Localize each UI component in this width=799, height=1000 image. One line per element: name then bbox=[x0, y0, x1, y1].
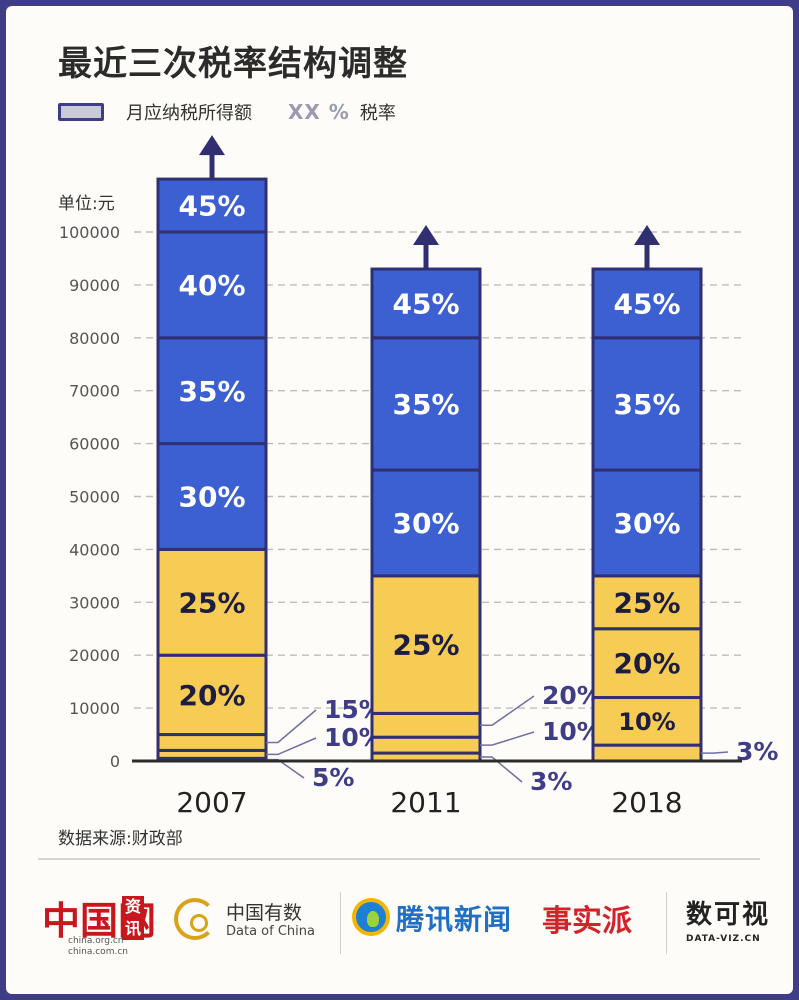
y-tick-label: 80000 bbox=[69, 329, 120, 348]
footer-separator-2 bbox=[666, 892, 667, 954]
y-tick-label: 60000 bbox=[69, 435, 120, 454]
bracket-rate-label: 40% bbox=[178, 269, 245, 302]
bracket-segment bbox=[591, 743, 703, 763]
bracket-rate-label: 20% bbox=[613, 647, 680, 680]
bracket-rate-label: 25% bbox=[613, 586, 680, 619]
callout-leader-line bbox=[701, 751, 729, 754]
bracket-segment bbox=[591, 627, 703, 700]
bracket-segment bbox=[591, 336, 703, 472]
y-tick-label: 0 bbox=[110, 752, 120, 771]
bracket-segment bbox=[156, 733, 268, 752]
tencent-news-emblem-icon bbox=[352, 898, 390, 936]
bracket-segment bbox=[370, 267, 482, 340]
y-tick-label: 90000 bbox=[69, 276, 120, 295]
data-of-china-name: 中国有数 bbox=[226, 902, 303, 924]
tencent-fact-column: 事实派 bbox=[542, 904, 632, 939]
callout-leader-line bbox=[480, 731, 535, 746]
bracket-rate-label: 45% bbox=[178, 190, 245, 223]
x-category-label: 2011 bbox=[390, 786, 461, 819]
data-viz-mark: 数可视 bbox=[686, 900, 771, 930]
callout-leader-line bbox=[480, 756, 523, 783]
bracket-rate-label: 35% bbox=[178, 375, 245, 408]
china-org-url-2: china.com.cn bbox=[68, 947, 128, 957]
legend: 月应纳税所得额 XX % 税率 bbox=[58, 98, 396, 126]
open-end-arrow-icon bbox=[199, 135, 225, 156]
bracket-segment bbox=[591, 696, 703, 747]
legend-bar-swatch bbox=[58, 103, 104, 121]
bracket-rate-label: 45% bbox=[392, 287, 459, 320]
tencent-news-logo: 腾讯新闻 事实派 bbox=[352, 896, 642, 952]
y-tick-label: 100000 bbox=[59, 223, 120, 242]
bracket-rate-label: 10% bbox=[618, 708, 675, 736]
bracket-rate-label: 35% bbox=[392, 388, 459, 421]
y-tick-label: 40000 bbox=[69, 540, 120, 559]
callout-leader-line bbox=[266, 737, 317, 756]
data-of-china-emblem-icon bbox=[174, 898, 216, 940]
bracket-segment bbox=[591, 267, 703, 340]
data-viz-url: DATA-VIZ.CN bbox=[686, 934, 761, 944]
footer-divider bbox=[38, 858, 760, 860]
legend-income-label: 月应纳税所得额 bbox=[126, 103, 252, 124]
data-of-china-logo: 中国有数 Data of China bbox=[174, 896, 324, 956]
y-axis-unit: 单位:元 bbox=[58, 194, 115, 214]
bracket-segment bbox=[156, 230, 268, 340]
data-of-china-subtitle: Data of China bbox=[226, 924, 315, 939]
stacked-bar-chart: 0 10000 20000 30000 40000 50000 60000 70000 8000… bbox=[59, 135, 778, 819]
bracket-rate-label: 30% bbox=[613, 507, 680, 540]
y-tick-label: 70000 bbox=[69, 382, 120, 401]
y-tick-label: 20000 bbox=[69, 646, 120, 665]
footer-logos: 中国网 资讯 china.org.cn china.com.cn 中国有数 Da… bbox=[6, 868, 793, 978]
callout-leader-line bbox=[480, 695, 535, 727]
bracket-rate-label: 25% bbox=[178, 586, 245, 619]
x-category-label: 2007 bbox=[176, 786, 247, 819]
callout-rate-label: 3% bbox=[530, 767, 572, 796]
y-tick-label: 50000 bbox=[69, 488, 120, 507]
bracket-rate-label: 45% bbox=[613, 287, 680, 320]
china-org-logo: 中国网 资讯 china.org.cn china.com.cn bbox=[40, 890, 160, 960]
callout-leader-line bbox=[266, 709, 317, 744]
china-org-url-1: china.org.cn bbox=[68, 936, 124, 946]
bracket-rate-label: 30% bbox=[178, 481, 245, 514]
footer-separator bbox=[340, 892, 341, 954]
bracket-segment bbox=[591, 468, 703, 578]
bracket-segment bbox=[370, 711, 482, 739]
callout-rate-label: 3% bbox=[736, 737, 778, 766]
y-tick-label: 30000 bbox=[69, 593, 120, 612]
bracket-rate-label: 20% bbox=[178, 679, 245, 712]
bracket-segment bbox=[156, 442, 268, 551]
chart-title: 最近三次税率结构调整 bbox=[58, 44, 408, 84]
bracket-segment bbox=[370, 574, 482, 715]
open-end-arrow-icon bbox=[634, 225, 660, 246]
y-tick-label: 10000 bbox=[69, 699, 120, 718]
poster-frame: 最近三次税率结构调整 月应纳税所得额 XX % 税率 单位:元 0 10000 20… bbox=[6, 6, 793, 994]
x-category-label: 2018 bbox=[611, 786, 682, 819]
bracket-segment bbox=[370, 735, 482, 755]
bracket-rate-label: 25% bbox=[392, 629, 459, 662]
tencent-news-name: 腾讯新闻 bbox=[396, 903, 513, 936]
legend-rate-label: 税率 bbox=[359, 103, 396, 124]
callout-rate-label: 5% bbox=[312, 763, 354, 792]
legend-rate-marker: XX % bbox=[288, 100, 350, 124]
data-viz-logo: 数可视 DATA-VIZ.CN bbox=[682, 894, 772, 954]
open-end-arrow-icon bbox=[413, 225, 439, 246]
bracket-segment bbox=[591, 574, 703, 631]
bracket-segment bbox=[156, 653, 268, 737]
bracket-segment bbox=[156, 547, 268, 657]
bracket-rate-label: 30% bbox=[392, 507, 459, 540]
china-org-stamp: 资讯 bbox=[122, 896, 144, 940]
bracket-segment bbox=[156, 177, 268, 234]
china-org-url: china.org.cn china.com.cn bbox=[68, 936, 128, 958]
data-source: 数据来源:财政部 bbox=[58, 829, 183, 849]
bracket-rate-label: 35% bbox=[613, 388, 680, 421]
